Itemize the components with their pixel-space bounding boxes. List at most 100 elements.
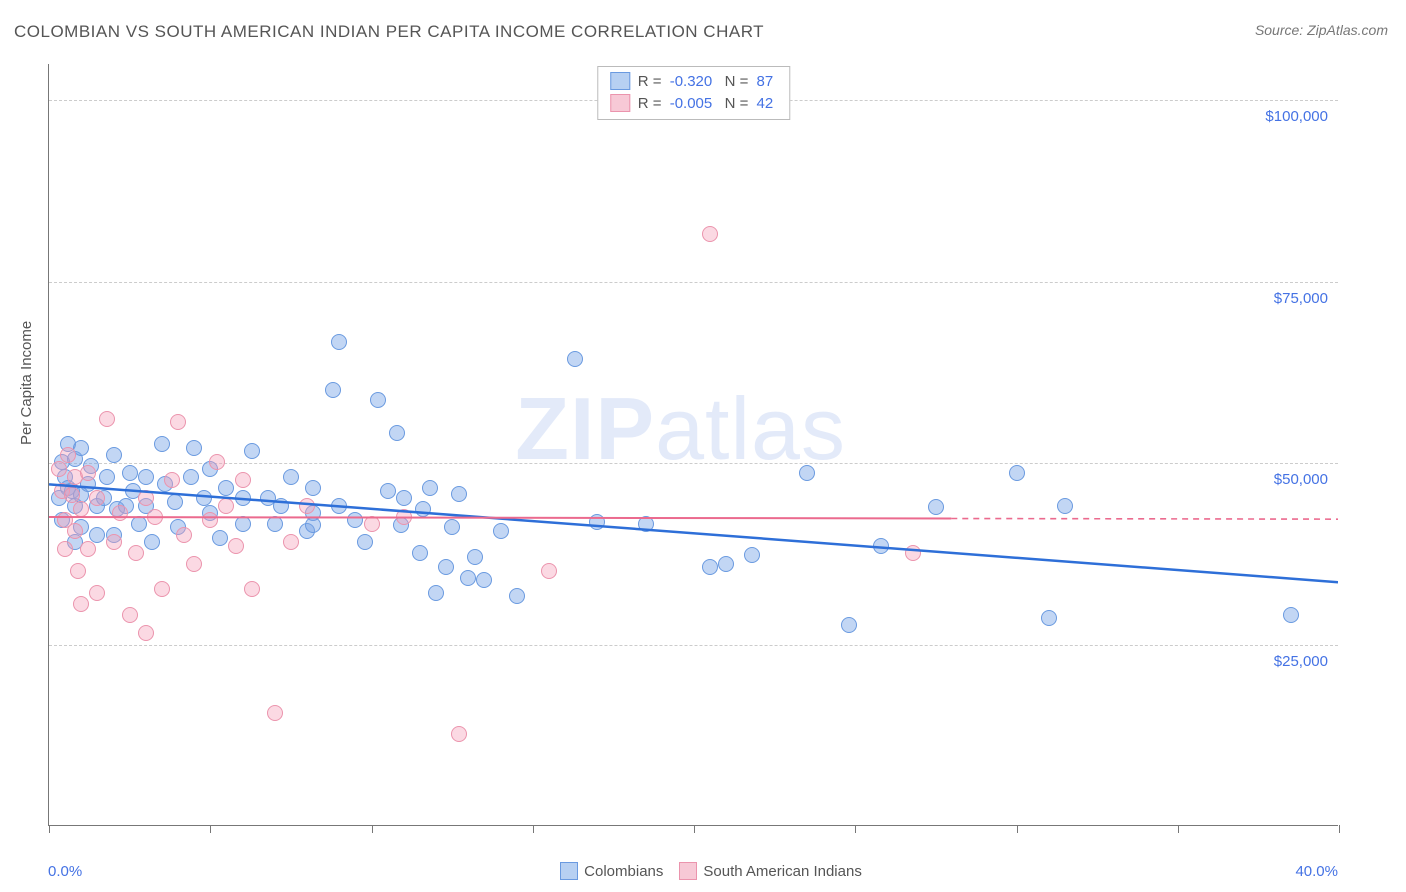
data-point [273, 498, 289, 514]
x-tick [1017, 825, 1018, 833]
y-tick-label: $100,000 [1265, 108, 1328, 125]
legend-swatch [679, 862, 697, 880]
data-point [928, 499, 944, 515]
data-point [509, 588, 525, 604]
data-point [541, 563, 557, 579]
legend-row: R = -0.320 N = 87 [610, 71, 777, 93]
data-point [422, 480, 438, 496]
data-point [176, 527, 192, 543]
data-point [128, 545, 144, 561]
y-tick-label: $75,000 [1274, 290, 1328, 307]
data-point [73, 596, 89, 612]
data-point [235, 516, 251, 532]
data-point [380, 483, 396, 499]
data-point [444, 519, 460, 535]
data-point [702, 226, 718, 242]
data-point [138, 469, 154, 485]
data-point [364, 516, 380, 532]
data-point [89, 490, 105, 506]
gridline [49, 463, 1338, 464]
data-point [267, 516, 283, 532]
data-point [451, 726, 467, 742]
data-point [73, 501, 89, 517]
data-point [202, 512, 218, 528]
data-point [718, 556, 734, 572]
x-tick [855, 825, 856, 833]
data-point [389, 425, 405, 441]
data-point [428, 585, 444, 601]
legend-label: South American Indians [703, 863, 861, 880]
data-point [218, 498, 234, 514]
data-point [67, 523, 83, 539]
data-point [70, 563, 86, 579]
data-point [396, 509, 412, 525]
data-point [131, 516, 147, 532]
legend-row: R = -0.005 N = 42 [610, 93, 777, 115]
data-point [235, 490, 251, 506]
data-point [589, 514, 605, 530]
data-point [299, 498, 315, 514]
data-point [438, 559, 454, 575]
data-point [235, 472, 251, 488]
data-point [106, 534, 122, 550]
source-label: Source: ZipAtlas.com [1255, 22, 1388, 38]
data-point [283, 534, 299, 550]
data-point [154, 581, 170, 597]
x-tick [1339, 825, 1340, 833]
data-point [64, 487, 80, 503]
data-point [267, 705, 283, 721]
data-point [51, 461, 67, 477]
y-tick-label: $50,000 [1274, 471, 1328, 488]
data-point [905, 545, 921, 561]
data-point [702, 559, 718, 575]
data-point [89, 527, 105, 543]
x-tick [372, 825, 373, 833]
data-point [1041, 610, 1057, 626]
data-point [112, 505, 128, 521]
data-point [493, 523, 509, 539]
data-point [638, 516, 654, 532]
data-point [744, 547, 760, 563]
data-point [244, 581, 260, 597]
data-point [138, 490, 154, 506]
data-point [212, 530, 228, 546]
series-legend: Colombians South American Indians [0, 862, 1406, 880]
data-point [467, 549, 483, 565]
data-point [244, 443, 260, 459]
data-point [89, 585, 105, 601]
x-tick [210, 825, 211, 833]
data-point [122, 607, 138, 623]
data-point [122, 465, 138, 481]
data-point [331, 498, 347, 514]
data-point [305, 517, 321, 533]
data-point [167, 494, 183, 510]
data-point [567, 351, 583, 367]
legend-label: Colombians [584, 863, 663, 880]
data-point [147, 509, 163, 525]
data-point [283, 469, 299, 485]
data-point [460, 570, 476, 586]
x-tick [49, 825, 50, 833]
data-point [370, 392, 386, 408]
data-point [799, 465, 815, 481]
regression-lines [49, 64, 1338, 825]
plot-area: ZIPatlas R = -0.320 N = 87R = -0.005 N =… [48, 64, 1338, 826]
y-axis-title: Per Capita Income [18, 321, 35, 445]
data-point [209, 454, 225, 470]
data-point [1283, 607, 1299, 623]
data-point [218, 480, 234, 496]
data-point [305, 480, 321, 496]
data-point [347, 512, 363, 528]
data-point [873, 538, 889, 554]
data-point [144, 534, 160, 550]
data-point [106, 447, 122, 463]
data-point [164, 472, 180, 488]
data-point [396, 490, 412, 506]
watermark: ZIPatlas [515, 378, 846, 480]
data-point [1009, 465, 1025, 481]
data-point [57, 541, 73, 557]
data-point [331, 334, 347, 350]
data-point [186, 556, 202, 572]
data-point [476, 572, 492, 588]
x-tick [694, 825, 695, 833]
